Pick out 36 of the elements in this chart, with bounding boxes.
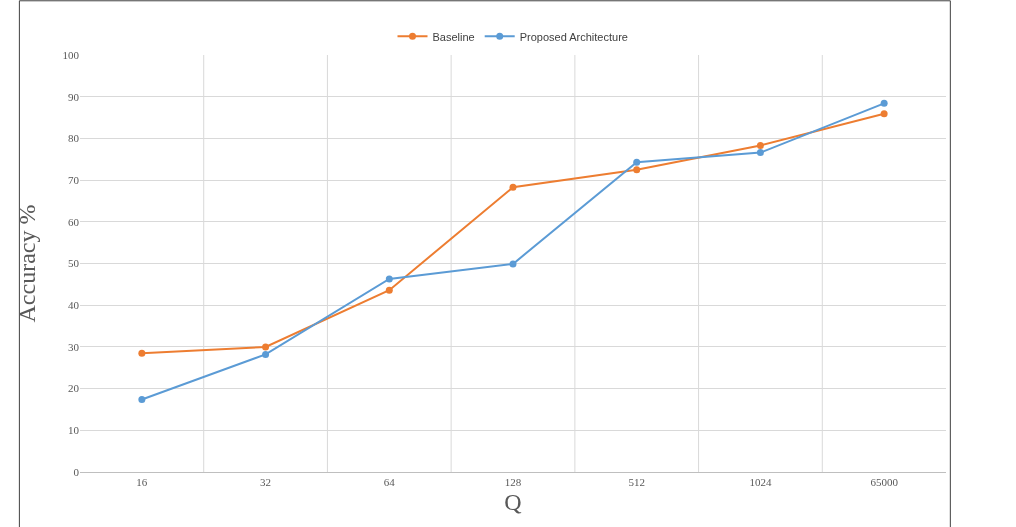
point <box>756 149 764 157</box>
legend-label: Baseline <box>432 30 475 43</box>
point <box>509 183 517 191</box>
x-tick-label: 64 <box>383 476 396 489</box>
y-tick-label: 20 <box>68 382 80 395</box>
x-axis-title: Q <box>504 488 522 515</box>
point <box>633 166 641 174</box>
x-tick-label: 1024 <box>749 476 772 489</box>
point <box>385 275 393 283</box>
x-tick-label: 65000 <box>870 476 899 489</box>
y-tick-label: 10 <box>68 424 80 437</box>
y-tick-label: 80 <box>68 132 80 145</box>
y-tick-label: 100 <box>62 48 80 61</box>
y-tick-label: 90 <box>68 90 80 103</box>
x-tick-label: 16 <box>136 476 148 489</box>
y-axis-title: Accuracy % <box>13 204 40 323</box>
point <box>262 350 270 358</box>
point <box>385 286 393 294</box>
y-tick-label: 40 <box>68 299 80 312</box>
x-tick-label: 32 <box>260 476 272 489</box>
point <box>138 349 146 357</box>
point <box>880 110 888 118</box>
x-tick-label: 128 <box>504 476 522 489</box>
point <box>756 141 764 149</box>
point <box>138 395 146 403</box>
x-tick-label: 512 <box>628 476 645 489</box>
point <box>880 99 888 107</box>
point <box>262 343 270 351</box>
point <box>633 158 641 166</box>
y-tick-label: 50 <box>68 257 80 270</box>
y-tick-label: 30 <box>68 340 80 353</box>
point <box>509 260 517 268</box>
legend-label: Proposed Architecture <box>519 30 628 43</box>
y-tick-label: 70 <box>68 173 80 186</box>
y-tick-label: 0 <box>73 465 80 478</box>
y-tick-label: 60 <box>68 215 80 228</box>
